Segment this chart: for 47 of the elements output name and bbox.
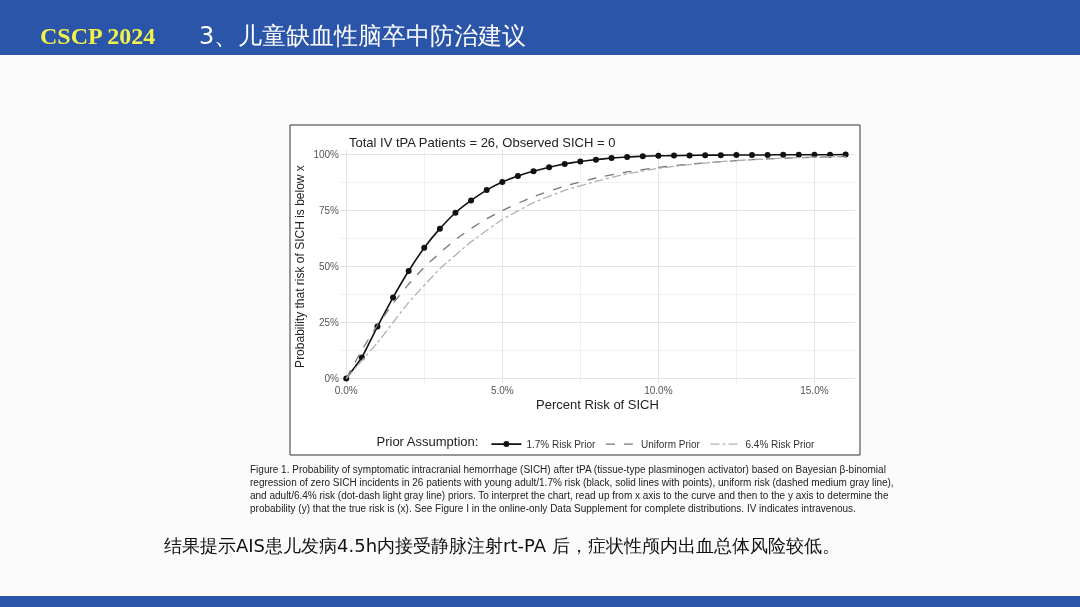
legend-label: 6.4% Risk Prior bbox=[745, 439, 816, 450]
point bbox=[608, 155, 615, 162]
text: CSCP 2024 bbox=[40, 23, 156, 49]
point bbox=[514, 172, 521, 179]
chart-subtitle: Total IV tPA Patients = 26, Observed SICH = 0 bbox=[349, 135, 616, 150]
point bbox=[421, 244, 428, 251]
y-tick-label: 0% bbox=[324, 373, 340, 385]
point bbox=[686, 152, 693, 159]
x-axis-title: Percent Risk of SICH bbox=[536, 396, 659, 412]
point bbox=[639, 153, 646, 160]
legend-title: Prior Assumption: bbox=[376, 434, 479, 450]
y-tick-label: 50% bbox=[318, 261, 340, 272]
text: 结果提示AIS患儿发病4.5h内接受静脉注射rt-PA 后，症状性颅内出血总体风险较低。 bbox=[164, 535, 840, 556]
y-tick-label: 75% bbox=[318, 204, 340, 216]
point bbox=[764, 151, 771, 158]
legend-label: 1.7% Risk Prior bbox=[526, 439, 596, 450]
point bbox=[749, 151, 755, 158]
x-tick-label: 0.0% bbox=[334, 385, 358, 396]
chart-title: 3、儿童缺血性脑卒中防治建议 bbox=[199, 22, 527, 50]
point bbox=[655, 152, 662, 159]
legend-label: Uniform Prior bbox=[640, 439, 701, 450]
point bbox=[733, 151, 740, 158]
point bbox=[468, 197, 475, 204]
point bbox=[483, 187, 490, 194]
x-tick-label: 15.0% bbox=[800, 385, 829, 396]
y-axis-title: Probability that risk of SICH is below x bbox=[292, 165, 307, 368]
point bbox=[624, 153, 631, 160]
point bbox=[717, 152, 724, 159]
x-tick-label: 10.0% bbox=[644, 385, 673, 396]
y-tick-label: 25% bbox=[318, 317, 340, 329]
point bbox=[530, 168, 537, 175]
point bbox=[670, 152, 677, 159]
point bbox=[577, 158, 584, 165]
point bbox=[390, 294, 397, 301]
point bbox=[561, 160, 568, 167]
point bbox=[592, 156, 599, 163]
point bbox=[795, 151, 802, 158]
point bbox=[452, 209, 459, 216]
point bbox=[702, 152, 709, 159]
point bbox=[780, 151, 787, 158]
y-tick-label: 100% bbox=[313, 148, 340, 160]
point bbox=[405, 267, 412, 274]
x-tick-label: 5.0% bbox=[490, 385, 514, 396]
point bbox=[546, 164, 553, 171]
point bbox=[436, 225, 443, 232]
point bbox=[499, 179, 506, 186]
caption: Figure 1. Probability of symptomatic intracranial hemorrhage (SICH) after tPA (tissue-type plasminogen activator) based on Bayesian β-binomial regression of zero SICH incidents in 26 patients with young adult/1.7% risk (black, solid lines with points), uniform risk (dashed medium gray line), and adult/6.4% risk (dot-dash light gray line) priors. To interpret the chart, read up from x axis to the curve and then to the y axis to determine the probability (y) that the true risk is (x). See Figure I in the online-only Data Supplement for complete distributions. IV indicates intravenous. bbox=[250, 464, 894, 514]
